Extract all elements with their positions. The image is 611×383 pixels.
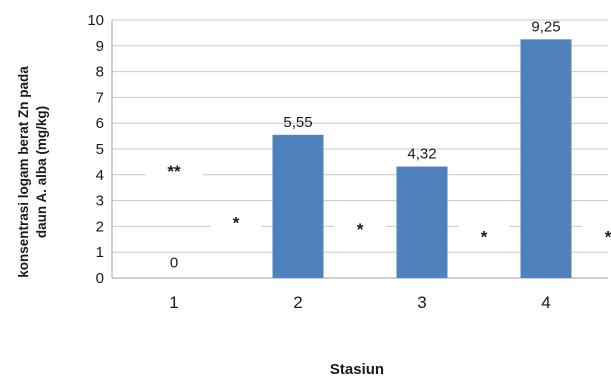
y-tick-label-1: 1 xyxy=(96,244,104,261)
y-tick-label-7: 7 xyxy=(96,89,104,106)
y-axis-title-line-2: daun A. alba (mg/kg) xyxy=(34,106,49,238)
annotation-3: * xyxy=(481,228,488,247)
x-tick-label-1: 1 xyxy=(169,293,178,312)
y-tick-label-5: 5 xyxy=(96,141,104,158)
x-tick-label-4: 4 xyxy=(541,293,550,312)
y-tick-label-3: 3 xyxy=(96,193,104,210)
annotation-4: * xyxy=(605,228,611,247)
data-label-4: 9,25 xyxy=(531,18,560,35)
data-label-2: 5,55 xyxy=(283,114,312,131)
bar-4 xyxy=(520,39,572,278)
annotation-bg-0 xyxy=(145,154,203,185)
x-tick-labels: 1 2 3 4 xyxy=(169,293,550,312)
y-axis-title-line-1: konsentrasi logam berat Zn pada xyxy=(16,66,31,278)
y-tick-label-10: 10 xyxy=(87,12,104,29)
bars xyxy=(272,39,572,278)
x-tick-label-3: 3 xyxy=(417,293,426,312)
y-tick-label-4: 4 xyxy=(96,167,104,184)
annotation-bg-2 xyxy=(334,212,386,243)
y-tick-label-8: 8 xyxy=(96,64,104,81)
annotation-0: ** xyxy=(167,162,181,181)
annotation-2: * xyxy=(357,220,364,239)
annotation-1: * xyxy=(233,214,240,233)
annotation-bg-1 xyxy=(210,206,262,237)
y-tick-label-0: 0 xyxy=(96,270,104,287)
bar-2 xyxy=(272,134,324,278)
data-label-1: 0 xyxy=(170,255,178,272)
x-axis-title: Stasiun xyxy=(330,361,384,378)
annotation-bg-4 xyxy=(582,220,611,251)
y-tick-label-9: 9 xyxy=(96,38,104,55)
annotation-bg-3 xyxy=(458,220,510,251)
y-tick-labels: 0 1 2 3 4 5 6 7 8 9 10 xyxy=(87,12,104,287)
data-labels: 0 5,55 4,32 9,25 xyxy=(170,18,561,271)
annotations: *** * * * xyxy=(145,154,611,251)
data-label-3: 4,32 xyxy=(407,146,436,163)
y-tick-label-6: 6 xyxy=(96,115,104,132)
x-tick-label-2: 2 xyxy=(293,293,302,312)
bar-3 xyxy=(396,166,448,278)
y-axis-title: konsentrasi logam berat Zn pada daun A. … xyxy=(16,66,49,278)
y-tick-label-2: 2 xyxy=(96,218,104,235)
